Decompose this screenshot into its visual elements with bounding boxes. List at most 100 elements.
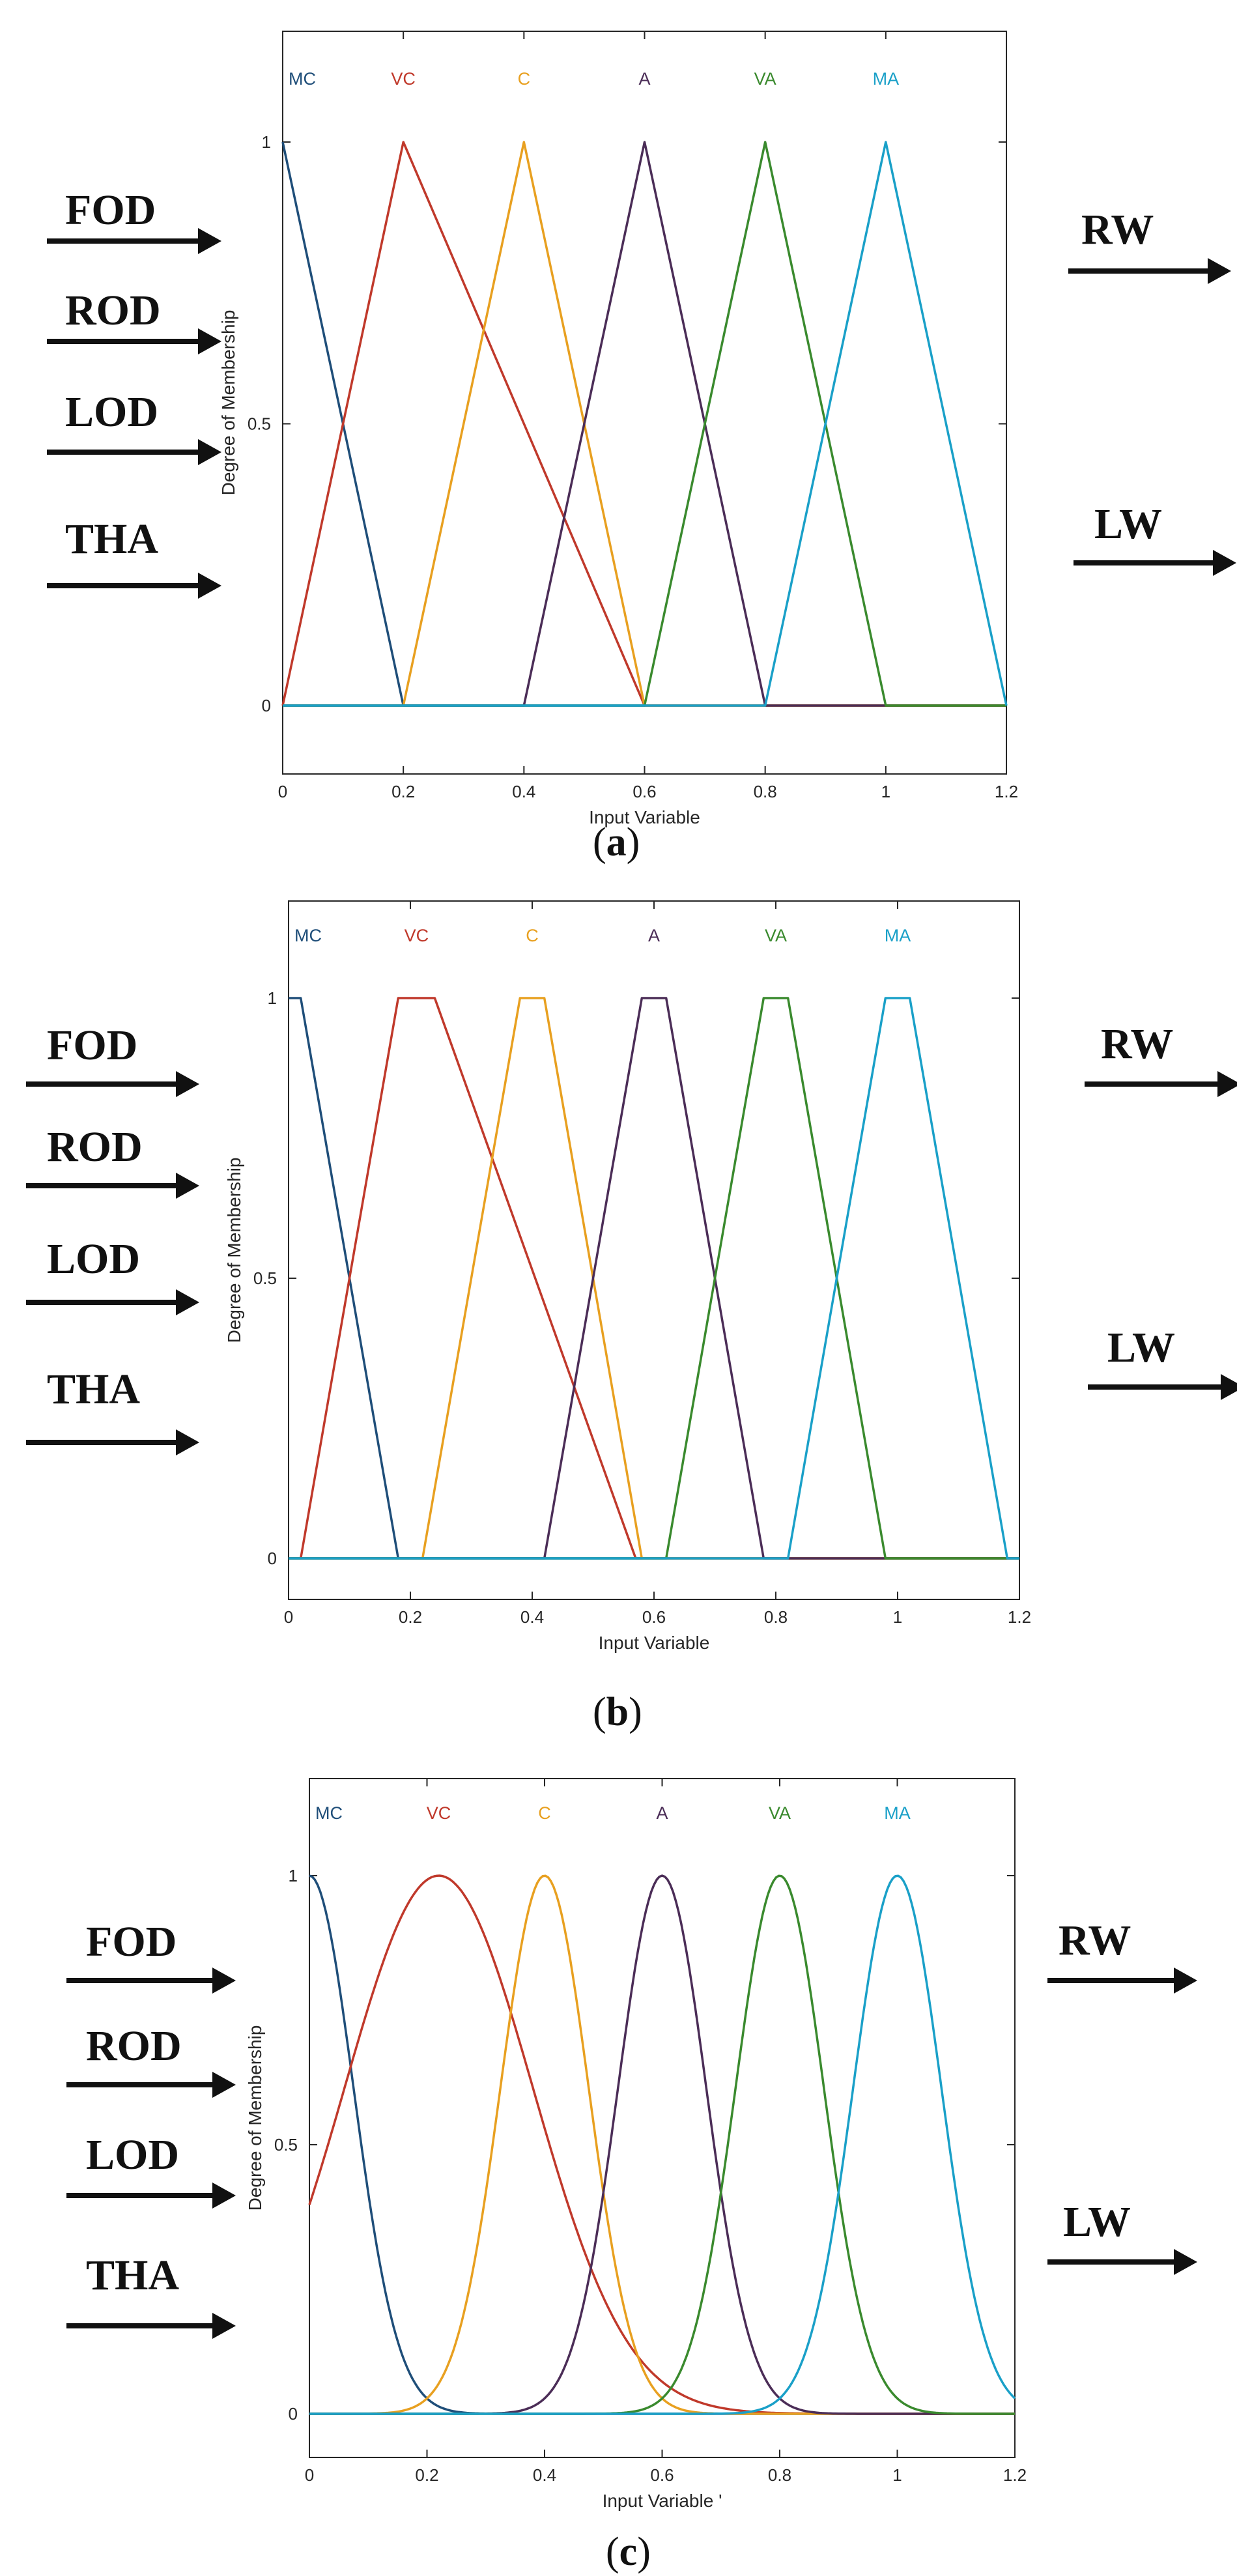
- x-tick-label: 1.2: [1003, 2465, 1027, 2485]
- input-label-tha: THA: [65, 515, 159, 563]
- chart-a: 0 0.2 0.4 0.6 0.8 1 1.2 0 0.5 1 Input Variable Degr…: [218, 31, 1018, 827]
- mf-label-ma: MA: [884, 1803, 911, 1823]
- caption-c: (c): [606, 2530, 651, 2574]
- output-arrow-lw: [1073, 550, 1236, 576]
- x-tick-label: 0.2: [399, 1607, 422, 1627]
- y-tick-label: 0.5: [248, 414, 271, 434]
- panel-b: 0 0.2 0.4 0.6 0.8 1 1.2 0 0.5 1 Input Variable Degr…: [0, 866, 1237, 1739]
- output-label-lw: LW: [1094, 500, 1162, 548]
- input-arrow-fod: [47, 228, 221, 254]
- caption-b: (b): [593, 1690, 642, 1734]
- x-tick-label: 0.8: [768, 2465, 791, 2485]
- mf-label-a: A: [656, 1803, 668, 1823]
- mf-label-vc: VC: [427, 1803, 451, 1823]
- input-arrow-tha: [66, 2313, 236, 2339]
- x-tick-label: 0.4: [512, 782, 535, 801]
- mf-label-va: VA: [769, 1803, 791, 1823]
- x-axis-label: Input Variable ': [603, 2491, 722, 2511]
- y-axis-label: Degree of Membership: [218, 310, 238, 496]
- y-tick-label: 0: [262, 696, 271, 715]
- mf-label-a: A: [638, 69, 650, 89]
- plot-frame: [282, 31, 1007, 775]
- input-arrow-lod: [26, 1289, 199, 1315]
- input-arrow-fod: [66, 1968, 236, 1994]
- mf-label-c: C: [538, 1803, 551, 1823]
- input-label-tha: THA: [47, 1366, 141, 1413]
- chart-c: 0 0.2 0.4 0.6 0.8 1 1.2 0 0.5 1 Input Variable ' De…: [245, 1778, 1027, 2511]
- input-label-rod: ROD: [47, 1123, 143, 1171]
- y-tick-label: 0.5: [274, 2135, 298, 2154]
- input-label-rod: ROD: [65, 287, 161, 334]
- output-arrow-lw: [1047, 2249, 1197, 2275]
- x-tick-label: 1: [881, 782, 890, 801]
- y-axis-label: Degree of Membership: [245, 2025, 265, 2211]
- panel-a: 0 0.2 0.4 0.6 0.8 1 1.2 0 0.5 1 Input Variable Degr…: [0, 0, 1237, 866]
- input-arrow-rod: [66, 2072, 236, 2098]
- x-tick-label: 0.4: [520, 1607, 544, 1627]
- chart-b: 0 0.2 0.4 0.6 0.8 1 1.2 0 0.5 1 Input Variable Degr…: [224, 900, 1031, 1653]
- y-tick-label: 0.5: [253, 1268, 277, 1288]
- y-tick-label: 0: [289, 2404, 298, 2424]
- y-tick-label: 0: [268, 1549, 277, 1568]
- y-axis-label: Degree of Membership: [224, 1158, 244, 1343]
- input-label-tha: THA: [86, 2252, 180, 2299]
- input-label-lod: LOD: [86, 2131, 180, 2179]
- mf-label-va: VA: [754, 69, 776, 89]
- output-arrow-lw: [1088, 1374, 1237, 1400]
- caption-a: (a): [593, 820, 640, 865]
- output-arrow-rw: [1085, 1071, 1237, 1097]
- x-tick-label: 0.6: [642, 1607, 666, 1627]
- input-arrow-rod: [26, 1173, 199, 1199]
- panel-c: 0 0.2 0.4 0.6 0.8 1 1.2 0 0.5 1 Input Variable ' De…: [0, 1739, 1237, 2576]
- x-tick-label: 1: [892, 2465, 902, 2485]
- mf-label-a: A: [648, 926, 660, 945]
- mf-label-mc: MC: [315, 1803, 343, 1823]
- input-arrow-tha: [47, 573, 221, 599]
- output-label-rw: RW: [1081, 206, 1154, 253]
- input-arrow-rod: [47, 328, 221, 354]
- output-label-rw: RW: [1101, 1020, 1174, 1068]
- output-arrow-rw: [1068, 258, 1231, 284]
- output-label-lw: LW: [1107, 1324, 1175, 1371]
- input-label-fod: FOD: [65, 186, 156, 234]
- y-tick-label: 1: [268, 988, 277, 1008]
- mf-curve-ma: [283, 141, 1008, 707]
- x-tick-label: 0.6: [633, 782, 656, 801]
- input-arrow-lod: [47, 439, 221, 465]
- x-axis-label: Input Variable: [589, 807, 700, 827]
- mf-label-vc: VC: [391, 69, 416, 89]
- input-label-rod: ROD: [86, 2022, 182, 2070]
- output-arrow-rw: [1047, 1968, 1197, 1994]
- x-tick-label: 0: [278, 782, 287, 801]
- input-arrow-fod: [26, 1071, 199, 1097]
- mf-label-c: C: [518, 69, 531, 89]
- x-tick-label: 0.6: [650, 2465, 674, 2485]
- input-label-fod: FOD: [47, 1022, 138, 1069]
- mf-label-mc: MC: [289, 69, 316, 89]
- x-axis-label: Input Variable: [599, 1633, 710, 1653]
- x-tick-label: 0.2: [415, 2465, 438, 2485]
- y-tick-label: 1: [262, 132, 271, 152]
- input-arrow-lod: [66, 2182, 236, 2209]
- mf-label-ma: MA: [873, 69, 900, 89]
- x-tick-label: 0: [284, 1607, 293, 1627]
- input-arrow-tha: [26, 1429, 199, 1455]
- input-label-fod: FOD: [86, 1918, 177, 1966]
- x-tick-label: 1: [893, 1607, 902, 1627]
- mf-label-c: C: [526, 926, 539, 945]
- plot-frame: [288, 900, 1020, 1600]
- mf-label-vc: VC: [405, 926, 429, 945]
- x-tick-label: 1.2: [1008, 1607, 1031, 1627]
- output-label-rw: RW: [1059, 1917, 1131, 1964]
- input-label-lod: LOD: [65, 388, 159, 436]
- x-tick-label: 0.2: [391, 782, 415, 801]
- mf-label-ma: MA: [885, 926, 911, 945]
- x-tick-label: 0.8: [764, 1607, 788, 1627]
- plot-frame: [309, 1778, 1016, 2458]
- mf-curve-ma: [289, 997, 1019, 1560]
- input-label-lod: LOD: [47, 1235, 141, 1283]
- output-label-lw: LW: [1063, 2198, 1131, 2246]
- x-tick-label: 1.2: [995, 782, 1018, 801]
- y-tick-label: 1: [289, 1866, 298, 1885]
- x-tick-label: 0.8: [754, 782, 777, 801]
